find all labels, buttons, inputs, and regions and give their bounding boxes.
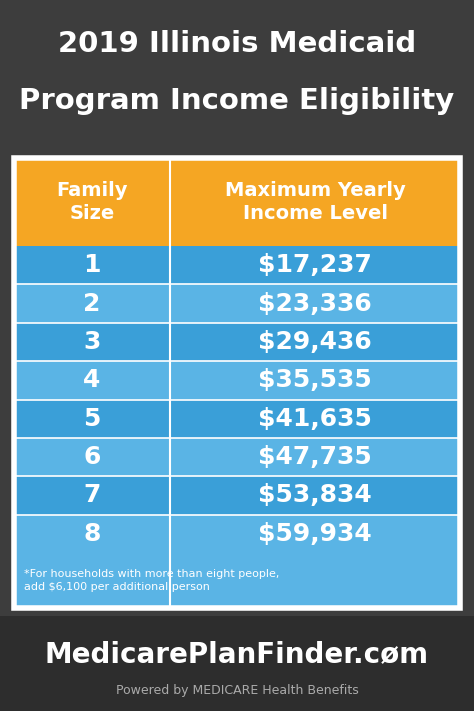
FancyBboxPatch shape (14, 438, 460, 476)
Text: 7: 7 (83, 483, 101, 508)
Text: 3: 3 (83, 330, 101, 354)
FancyBboxPatch shape (14, 158, 460, 608)
Text: MedicarePlanFinder.cøm: MedicarePlanFinder.cøm (45, 640, 429, 668)
Text: $17,237: $17,237 (258, 253, 372, 277)
FancyBboxPatch shape (14, 400, 460, 438)
FancyBboxPatch shape (14, 246, 460, 284)
Text: $53,834: $53,834 (258, 483, 372, 508)
Text: *For households with more than eight people,
add $6,100 per additional person: *For households with more than eight peo… (24, 569, 279, 592)
Text: 8: 8 (83, 522, 101, 546)
Text: $59,934: $59,934 (258, 522, 372, 546)
Text: $23,336: $23,336 (258, 292, 372, 316)
Text: 5: 5 (83, 407, 101, 431)
Text: 2019 Illinois Medicaid: 2019 Illinois Medicaid (58, 31, 416, 58)
FancyBboxPatch shape (14, 284, 460, 323)
FancyBboxPatch shape (0, 616, 474, 711)
Text: Powered by MEDICARE Health Benefits: Powered by MEDICARE Health Benefits (116, 683, 358, 697)
FancyBboxPatch shape (14, 323, 460, 361)
Text: 4: 4 (83, 368, 101, 392)
FancyBboxPatch shape (14, 361, 460, 400)
Text: Family
Size: Family Size (56, 181, 128, 223)
FancyBboxPatch shape (14, 476, 460, 515)
Text: Program Income Eligibility: Program Income Eligibility (19, 87, 455, 114)
FancyBboxPatch shape (14, 553, 460, 608)
Text: $35,535: $35,535 (258, 368, 372, 392)
Text: Maximum Yearly
Income Level: Maximum Yearly Income Level (225, 181, 405, 223)
Text: 2: 2 (83, 292, 101, 316)
Text: $29,436: $29,436 (258, 330, 372, 354)
Text: 6: 6 (83, 445, 101, 469)
Text: 1: 1 (83, 253, 101, 277)
Text: $47,735: $47,735 (258, 445, 372, 469)
FancyBboxPatch shape (14, 158, 460, 246)
Text: $41,635: $41,635 (258, 407, 372, 431)
FancyBboxPatch shape (14, 515, 460, 553)
